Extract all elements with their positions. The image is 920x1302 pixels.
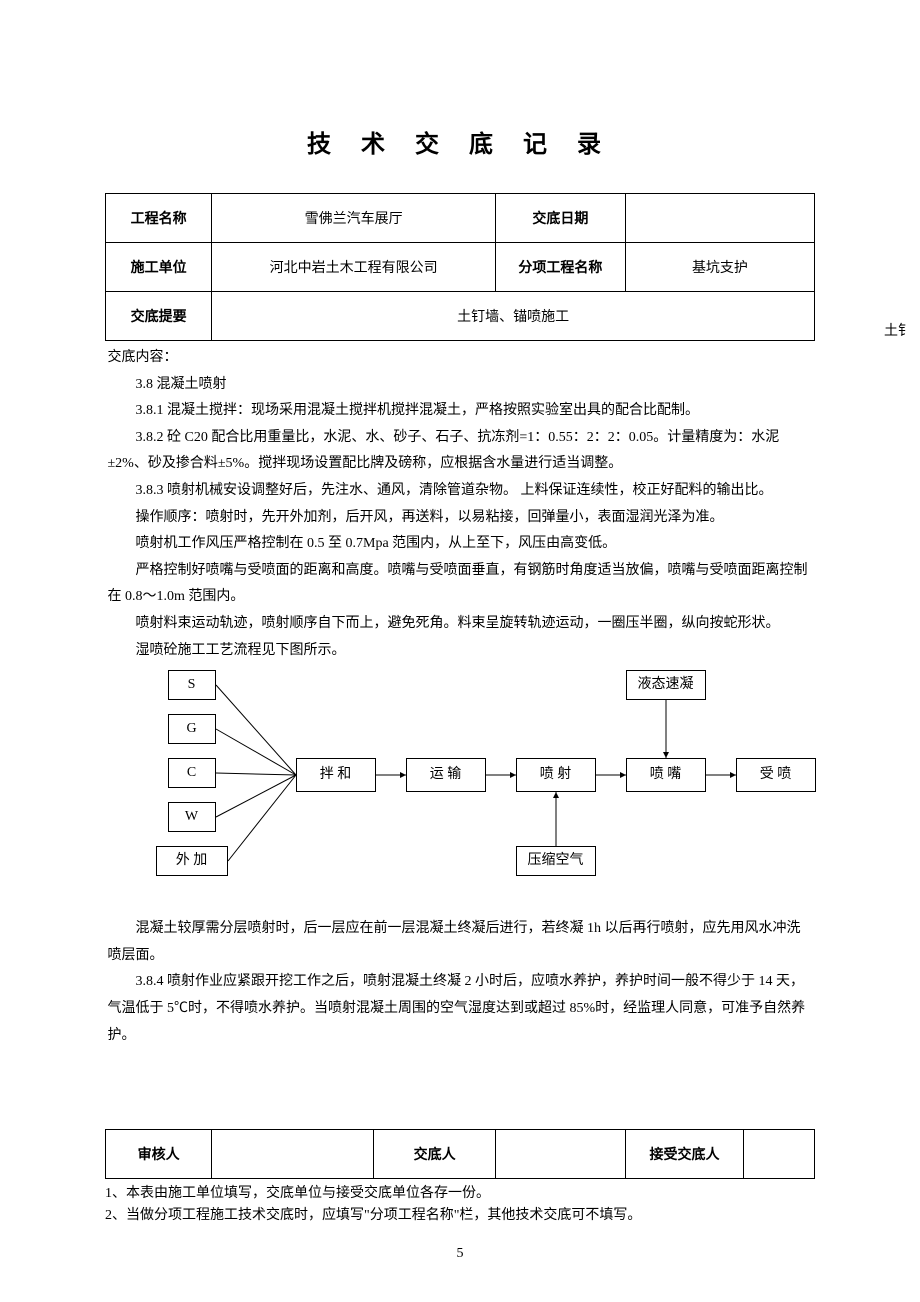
value-receiver — [744, 1130, 815, 1179]
flow-node-ext: 外 加 — [156, 846, 228, 876]
para-trajectory: 喷射料束运动轨迹，喷射顺序自下而上，避免死角。料束呈旋转轨迹运动，一圈压半圈，纵… — [108, 611, 813, 638]
value-briefer — [495, 1130, 625, 1179]
label-project-name: 工程名称 — [106, 194, 212, 243]
flow-node-spray: 喷 射 — [516, 758, 596, 792]
stray-margin-text: 土钅 — [884, 320, 912, 340]
para-3-8-1: 3.8.1 混凝土搅拌：现场采用混凝土搅拌机搅拌混凝土，严格按照实验室出具的配合… — [108, 398, 813, 425]
value-summary: 土钉墙、锚喷施工 — [212, 292, 815, 341]
flow-node-c: C — [168, 758, 216, 788]
value-subproject: 基坑支护 — [625, 243, 814, 292]
content-body: 交底内容： 3.8 混凝土喷射 3.8.1 混凝土搅拌：现场采用混凝土搅拌机搅拌… — [106, 341, 815, 1129]
value-project-name: 雪佛兰汽车展厅 — [212, 194, 496, 243]
para-operation: 操作顺序：喷射时，先开外加剂，后开风，再送料，以易粘接，回弹量小，表面湿润光泽为… — [108, 505, 813, 532]
para-nozzle: 严格控制好喷嘴与受喷面的距离和高度。喷嘴与受喷面垂直，有钢筋时角度适当放偏，喷嘴… — [108, 558, 813, 611]
flow-node-liq: 液态速凝 — [626, 670, 706, 700]
flow-node-g: G — [168, 714, 216, 744]
flowchart: SGCW外 加拌 和运 输喷 射喷 嘴受 喷液态速凝压缩空气 — [156, 670, 796, 910]
para-3-8-4: 3.8.4 喷射作业应紧跟开挖工作之后，喷射混凝土终凝 2 小时后，应喷水养护，… — [108, 969, 813, 1049]
value-date — [625, 194, 814, 243]
para-3-8-3: 3.8.3 喷射机械安设调整好后，先注水、通风，清除管道杂物。 上料保证连续性，… — [108, 478, 813, 505]
para-flow-ref: 湿喷砼施工工艺流程见下图所示。 — [108, 638, 813, 665]
value-reviewer — [212, 1130, 374, 1179]
label-reviewer: 审核人 — [106, 1130, 212, 1179]
record-table: 技 术 交 底 记 录 工程名称 雪佛兰汽车展厅 交底日期 施工单位 河北中岩土… — [105, 90, 815, 1179]
flow-node-s: S — [168, 670, 216, 700]
flow-node-recv: 受 喷 — [736, 758, 816, 792]
label-construction-unit: 施工单位 — [106, 243, 212, 292]
content-heading: 交底内容： — [108, 345, 813, 372]
label-receiver: 接受交底人 — [625, 1130, 743, 1179]
flow-node-w: W — [168, 802, 216, 832]
footnote-2: 2、当做分项工程施工技术交底时，应填写"分项工程名称"栏，其他技术交底可不填写。 — [105, 1205, 815, 1227]
para-3-8: 3.8 混凝土喷射 — [108, 372, 813, 399]
footnote-1: 1、本表由施工单位填写，交底单位与接受交底单位各存一份。 — [105, 1183, 815, 1205]
flow-node-mix: 拌 和 — [296, 758, 376, 792]
label-subproject: 分项工程名称 — [495, 243, 625, 292]
value-construction-unit: 河北中岩土木工程有限公司 — [212, 243, 496, 292]
label-briefer: 交底人 — [374, 1130, 496, 1179]
page-title: 技 术 交 底 记 录 — [114, 104, 807, 179]
footnotes: 1、本表由施工单位填写，交底单位与接受交底单位各存一份。 2、当做分项工程施工技… — [105, 1179, 815, 1228]
flow-node-tran: 运 输 — [406, 758, 486, 792]
para-layered: 混凝土较厚需分层喷射时，后一层应在前一层混凝土终凝后进行，若终凝 1h 以后再行… — [108, 916, 813, 969]
label-date: 交底日期 — [495, 194, 625, 243]
label-summary: 交底提要 — [106, 292, 212, 341]
flow-node-air: 压缩空气 — [516, 846, 596, 876]
flow-node-noz: 喷 嘴 — [626, 758, 706, 792]
para-3-8-2: 3.8.2 砼 C20 配合比用重量比，水泥、水、砂子、石子、抗冻剂=1：0.5… — [108, 425, 813, 478]
page-number: 5 — [0, 1246, 920, 1262]
para-pressure: 喷射机工作风压严格控制在 0.5 至 0.7Mpa 范围内，从上至下，风压由高变… — [108, 531, 813, 558]
